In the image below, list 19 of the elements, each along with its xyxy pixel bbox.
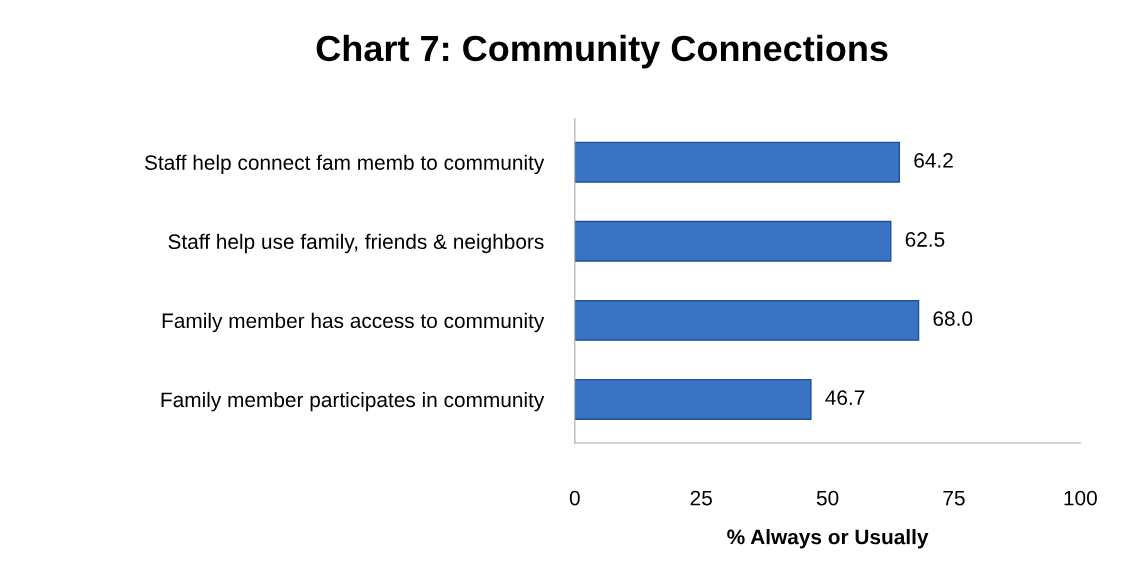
x-tick-label: 25 bbox=[690, 490, 712, 506]
data-label: 64.2 bbox=[914, 153, 953, 168]
x-tick-label: 50 bbox=[816, 490, 839, 506]
bar bbox=[574, 141, 901, 183]
y-tick-label: Staff help connect fam memb to community bbox=[144, 154, 545, 175]
x-axis-title: % Always or Usually bbox=[727, 529, 929, 549]
x-tick-label: 100 bbox=[1064, 490, 1097, 506]
y-tick-label: Staff help use family, friends & neighbors bbox=[168, 233, 544, 254]
chart-title: Chart 7: Community Connections bbox=[316, 34, 888, 69]
data-label: 46.7 bbox=[825, 390, 865, 406]
x-tick-label: 0 bbox=[569, 490, 580, 506]
data-label: 62.5 bbox=[905, 232, 945, 247]
bar bbox=[574, 220, 892, 262]
bar bbox=[574, 378, 812, 420]
x-tick-label: 75 bbox=[943, 490, 965, 506]
data-label: 68.0 bbox=[933, 311, 973, 326]
y-tick-label: Family member has access to community bbox=[162, 312, 545, 333]
bar bbox=[574, 299, 920, 341]
y-tick-label: Family member participates in community bbox=[161, 391, 545, 412]
